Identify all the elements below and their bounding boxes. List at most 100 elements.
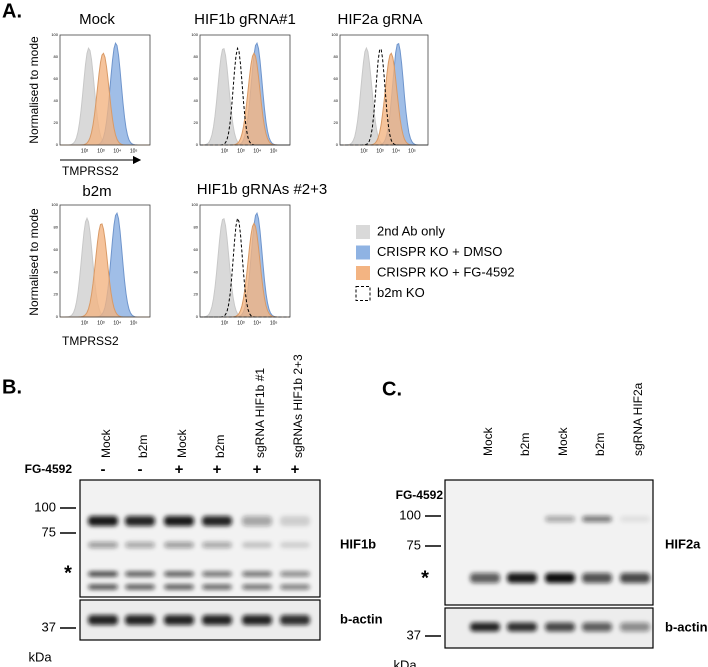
panel-label: C. [382, 378, 402, 400]
band [545, 516, 575, 522]
y-tick-label: 80 [334, 54, 339, 59]
legend-label: CRISPR KO + FG-4592 [377, 264, 515, 279]
x-tick-label: 10⁴ [253, 148, 261, 154]
band [470, 622, 500, 632]
x-tick-label: 10⁵ [130, 320, 138, 326]
y-tick-label: 60 [54, 76, 59, 81]
band [125, 516, 155, 526]
treatment-sign: - [138, 461, 143, 478]
band [164, 584, 194, 590]
histogram-title: HIF2a gRNA [337, 11, 422, 28]
band [202, 571, 232, 577]
asterisk: * [421, 567, 429, 589]
treatment-sign: + [253, 461, 262, 478]
x-tick-label: 10⁵ [130, 148, 138, 154]
band [202, 516, 232, 526]
y-tick-label: 100 [51, 202, 58, 207]
histogram-frame [59, 34, 151, 146]
band [88, 571, 118, 577]
x-tick-label: 10³ [376, 148, 384, 154]
band [620, 516, 650, 522]
band [125, 571, 155, 577]
panel-label: A. [2, 0, 22, 22]
histogram-fg4592 [60, 52, 150, 146]
band [582, 573, 612, 583]
band [545, 622, 575, 632]
band [125, 615, 155, 625]
y-axis-label: Normalised to mode [27, 208, 41, 316]
band [242, 516, 272, 526]
y-tick-label: 0 [56, 314, 59, 319]
y-tick-label: 80 [194, 224, 199, 229]
x-axis-label: TMPRSS2 [62, 334, 119, 348]
blot-background [79, 479, 321, 598]
x-tick-label: 10³ [237, 320, 245, 326]
marker-label: 75 [407, 537, 421, 552]
band [507, 573, 537, 583]
x-tick-label: 10² [221, 148, 229, 154]
x-tick-label: 10⁵ [270, 148, 278, 154]
band [280, 584, 310, 590]
band [164, 542, 194, 548]
lane-label: Mock [175, 428, 189, 458]
y-tick-label: 80 [54, 54, 59, 59]
unit-label: kDa [28, 649, 52, 664]
histogram-frame [199, 204, 291, 318]
band [88, 584, 118, 590]
band [202, 584, 232, 590]
band [280, 516, 310, 526]
band [88, 542, 118, 548]
band [620, 573, 650, 583]
lane-label: sgRNA HIF2a [631, 382, 645, 456]
band [164, 516, 194, 526]
x-tick-label: 10² [221, 320, 229, 326]
y-tick-label: 100 [51, 32, 58, 37]
histogram-title: HIF1b gRNA#1 [194, 11, 296, 28]
y-tick-label: 100 [191, 32, 198, 37]
x-tick-label: 10³ [237, 148, 245, 154]
band [125, 584, 155, 590]
legend-label: CRISPR KO + DMSO [377, 244, 502, 259]
y-tick-label: 40 [334, 98, 339, 103]
band [242, 571, 272, 577]
band [470, 573, 500, 583]
marker-label: 37 [42, 619, 56, 634]
legend-swatch [356, 266, 370, 280]
y-tick-label: 0 [56, 142, 59, 147]
lane-label: b2m [593, 433, 607, 456]
marker-label: 75 [42, 524, 56, 539]
x-tick-label: 10³ [97, 148, 105, 154]
x-tick-label: 10² [81, 320, 89, 326]
y-tick-label: 80 [194, 54, 199, 59]
legend-swatch [356, 245, 370, 260]
lane-label: sgRNA HIF1b #1 [253, 368, 267, 458]
marker-label: 100 [34, 499, 56, 514]
band-label: b-actin [665, 619, 708, 634]
y-tick-label: 40 [54, 98, 59, 103]
y-tick-label: 100 [191, 202, 198, 207]
y-tick-label: 60 [54, 247, 59, 252]
band-label: b-actin [340, 611, 383, 626]
treatment-sign: + [213, 461, 222, 478]
y-tick-label: 20 [194, 120, 199, 125]
histogram-frame [199, 34, 291, 146]
treatment-label: FG-4592 [25, 462, 73, 476]
x-tick-label: 10⁵ [408, 148, 416, 154]
y-tick-label: 40 [54, 269, 59, 274]
x-axis-label: TMPRSS2 [62, 164, 119, 178]
blot-background [444, 479, 654, 606]
y-tick-label: 0 [196, 142, 199, 147]
lane-label: sgRNAs HIF1b 2+3 [291, 354, 305, 458]
y-axis-label: Normalised to mode [27, 36, 41, 144]
x-tick-label: 10⁴ [113, 148, 121, 154]
y-tick-label: 60 [194, 76, 199, 81]
unit-label: kDa [393, 657, 417, 667]
lane-label: b2m [213, 435, 227, 458]
x-tick-label: 10⁴ [113, 320, 121, 326]
y-tick-label: 40 [194, 98, 199, 103]
histogram-title: Mock [79, 11, 115, 28]
legend-label: b2m KO [377, 285, 425, 300]
x-tick-label: 10⁵ [270, 320, 278, 326]
y-tick-label: 60 [334, 76, 339, 81]
